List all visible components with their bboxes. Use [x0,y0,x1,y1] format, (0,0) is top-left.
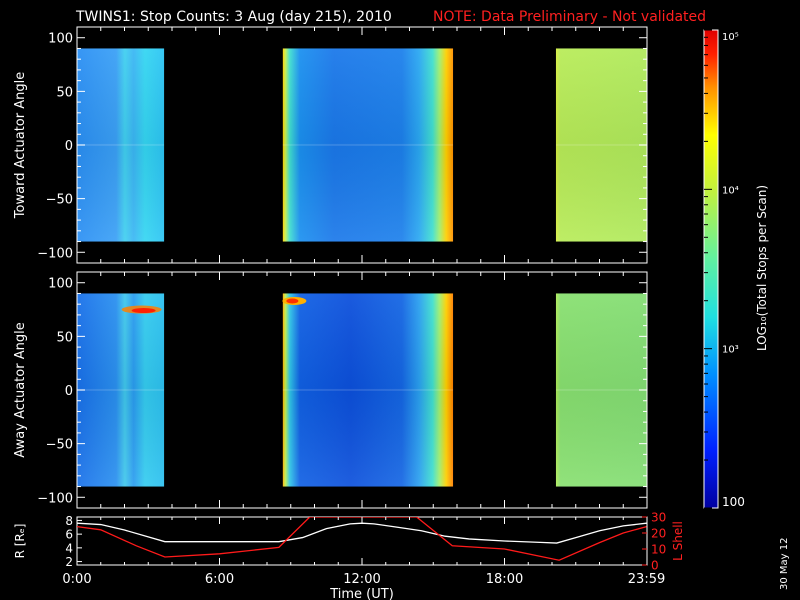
colorbar-ticks: 10⁵ 10⁴ 10³ 100 [704,29,745,509]
ytick-left-label: 2 [65,555,73,569]
date-stamp: 30 May 12 [779,538,790,590]
xtick-label: 0:00 [62,572,91,587]
ylabel: Away Actuator Angle [13,322,28,457]
zero-stripe-1-2 [282,143,454,146]
ylabel-left: R [Rₑ] [13,524,27,559]
chart-note: NOTE: Data Preliminary - Not validated [433,9,706,25]
xlabel: Time (UT) [329,587,394,600]
heatmap-shade-2-2 [282,293,454,487]
ytick-left-label: 6 [65,528,73,542]
ytick-left-label: 4 [65,541,73,555]
zero-stripe-2-3 [555,388,647,391]
ytick-label: −100 [37,246,73,261]
heatmap-panel-2: 100 50 0 −50 −100 Away Actuator Angle [13,271,648,509]
hotspot-1-core [131,308,156,314]
ytick-right-label: 0 [651,559,659,573]
colorbar-tick-label: 100 [722,495,745,509]
lshell-line [77,517,647,561]
colorbar-tick-label: 10³ [722,345,739,356]
heatmap-shade-2-1 [77,293,165,487]
colorbar-tick-label: 10⁴ [722,185,739,196]
zero-stripe-1-1 [77,143,165,146]
ytick-label: 50 [56,330,73,345]
xtick-label: 18:00 [486,572,523,587]
ytick-right-label: 20 [651,527,666,541]
ylabel-right: L Shell [671,521,685,561]
heatmap-shade-1-3 [555,48,647,242]
ytick-label: 100 [48,32,73,47]
panels: 100 50 0 −50 −100 Toward Actuator Angle 100 50 0… [13,26,648,509]
hotspot-2-core [286,298,299,304]
colorbar-gradient [703,29,719,509]
heatmap-shade-1-2 [282,48,454,242]
heatmap-panel-1: 100 50 0 −50 −100 Toward Actuator Angle [13,26,648,264]
ytick-label: −100 [37,491,73,506]
ylabel: Toward Actuator Angle [13,72,28,219]
xtick-label: 23:59 [628,572,665,587]
colorbar-tick-label: 10⁵ [722,32,739,43]
ytick-label: 50 [56,85,73,100]
zero-stripe-2-2 [282,388,454,391]
ytick-label: 100 [48,277,73,292]
radius-line [77,522,647,544]
zero-stripe-2-1 [77,388,165,391]
ytick-label: −50 [46,438,73,453]
ytick-right-label: 10 [651,543,666,557]
xtick-label: 12:00 [343,572,380,587]
ytick-label: 0 [65,139,73,154]
heatmap-shade-2-3 [555,293,647,487]
heatmap-shade-1-1 [77,48,165,242]
ytick-left-label: 8 [65,514,73,528]
xtick-label: 6:00 [205,572,234,587]
colorbar-label: LOG₁₀(Total Stops per Scan) [755,185,769,351]
ytick-label: −50 [46,193,73,208]
colorbar: 10⁵ 10⁴ 10³ 100 LOG₁₀(Total Stops per Scan) [703,29,769,509]
zero-stripe-1-3 [555,143,647,146]
ytick-label: 0 [65,384,73,399]
ytick-right-label: 30 [651,511,666,525]
chart-title: TWINS1: Stop Counts: 3 Aug (day 215), 20… [75,9,392,25]
